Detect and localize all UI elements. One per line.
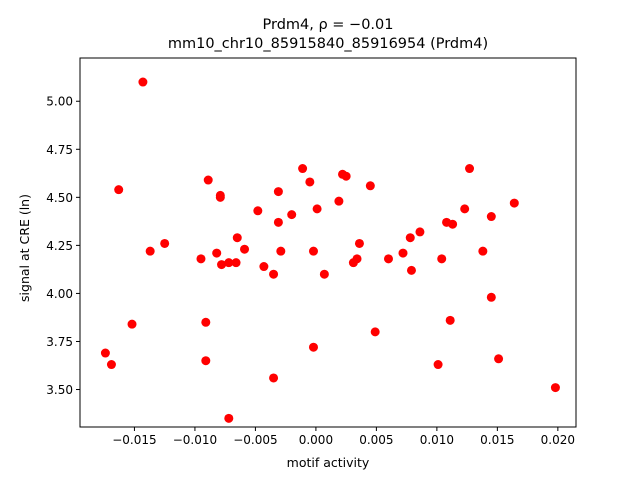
data-point-12 [217,260,227,270]
y-tick-label: 3.50 [46,383,73,397]
data-point-47 [433,360,443,370]
data-point-3 [106,360,116,370]
data-point-52 [460,204,470,214]
data-point-17 [201,317,211,327]
data-point-23 [273,187,283,197]
data-point-19 [224,413,234,423]
data-points [100,77,560,423]
y-axis-ticks: 3.50 3.75 4.00 4.25 4.50 4.75 5.00 [46,95,80,397]
data-point-33 [319,269,329,279]
data-point-15 [232,233,242,243]
data-point-31 [312,204,322,214]
data-point-46 [415,227,425,237]
data-point-16 [240,244,250,254]
data-point-53 [465,164,475,174]
x-tick-label: −0.015 [112,433,156,447]
data-point-50 [445,315,455,325]
data-point-4 [127,319,137,329]
data-point-24 [273,217,283,227]
x-tick-label: 0.015 [480,433,514,447]
data-point-25 [276,246,286,256]
x-tick-label: 0.005 [359,433,393,447]
data-point-59 [550,383,560,393]
data-point-54 [478,246,488,256]
y-tick-label: 5.00 [46,95,73,109]
x-tick-label: −0.010 [173,433,217,447]
data-point-28 [298,164,308,174]
data-point-40 [365,181,375,191]
data-point-29 [305,177,315,187]
data-point-20 [253,206,263,216]
y-tick-label: 4.25 [46,239,73,253]
data-point-57 [494,354,504,364]
data-point-0 [138,77,148,87]
data-point-22 [269,269,279,279]
data-point-7 [196,254,206,264]
data-point-44 [405,233,415,243]
chart-title-line2: mm10_chr10_85915840_85916954 (Prdm4) [168,36,488,52]
data-point-41 [370,327,380,337]
y-tick-label: 3.75 [46,335,73,349]
data-point-10 [215,192,225,202]
data-point-38 [352,254,362,264]
x-axis-ticks: −0.015 −0.010 −0.005 0.000 0.005 0.010 0.015 0.… [112,427,575,447]
chart-title-line1: Prdm4, ρ = −0.01 [263,17,394,33]
x-tick-label: 0.020 [541,433,575,447]
x-tick-label: 0.010 [420,433,454,447]
data-point-8 [203,175,213,185]
y-tick-label: 4.75 [46,143,73,157]
data-point-27 [269,373,279,383]
plot-area-frame [79,57,577,428]
data-point-34 [334,196,344,206]
data-point-13 [224,258,234,268]
data-point-56 [486,292,496,302]
data-point-11 [212,248,222,258]
data-point-58 [509,198,519,208]
data-point-14 [231,258,241,268]
data-point-51 [448,219,458,229]
data-point-36 [341,171,351,181]
data-point-18 [201,356,211,366]
data-point-42 [383,254,393,264]
x-tick-label: −0.005 [233,433,277,447]
data-point-32 [308,342,318,352]
data-point-1 [114,185,124,195]
data-point-5 [145,246,155,256]
data-point-30 [308,246,318,256]
data-point-43 [398,248,408,258]
y-axis-label: signal at CRE (ln) [17,194,32,302]
y-tick-label: 4.00 [46,287,73,301]
data-point-21 [259,262,269,272]
data-point-39 [354,238,364,248]
data-point-2 [100,348,110,358]
data-point-48 [437,254,447,264]
x-tick-label: 0.000 [299,433,333,447]
data-point-26 [287,210,297,220]
data-point-6 [160,238,170,248]
x-axis-label: motif activity [287,455,370,470]
data-point-45 [406,265,416,275]
y-tick-label: 4.50 [46,191,73,205]
data-point-55 [486,212,496,222]
